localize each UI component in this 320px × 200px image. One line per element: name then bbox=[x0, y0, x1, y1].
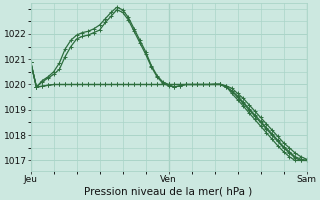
X-axis label: Pression niveau de la mer( hPa ): Pression niveau de la mer( hPa ) bbox=[84, 187, 253, 197]
